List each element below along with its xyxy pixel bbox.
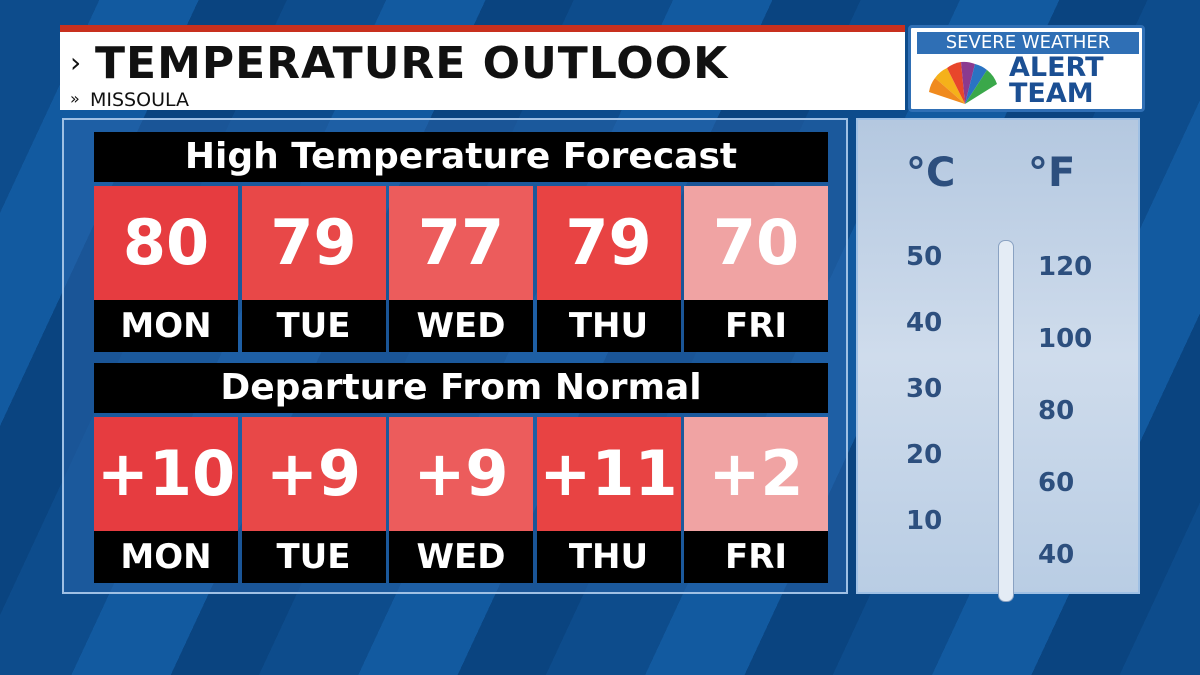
day-label: THU xyxy=(536,300,681,352)
value-cell: 80 xyxy=(94,186,238,300)
day-label: MON xyxy=(94,300,238,352)
fahrenheit-unit: °F xyxy=(1028,150,1076,196)
value-cell: +2 xyxy=(684,417,828,531)
logo-line: ALERT xyxy=(1009,52,1104,83)
value-cell: +10 xyxy=(94,417,238,531)
peacock xyxy=(929,61,997,104)
day-label: THU xyxy=(536,531,681,583)
celsius-label: 40 xyxy=(906,308,943,338)
table-title: High Temperature Forecast xyxy=(94,132,828,182)
logo-line: SEVERE WEATHER xyxy=(917,32,1139,54)
fahrenheit-label: 80 xyxy=(1038,396,1075,426)
day-label: FRI xyxy=(684,531,828,583)
chevron: » xyxy=(70,89,80,108)
thermometer-panel: 50 40 30 20 10 120 100 80 60 40 °C °F xyxy=(856,118,1140,602)
value-cell: +11 xyxy=(536,417,681,531)
value-cell: 79 xyxy=(241,186,386,300)
logo-line: TEAM xyxy=(1009,78,1094,109)
celsius-label: 20 xyxy=(906,440,943,470)
celsius-label: 10 xyxy=(906,506,943,536)
day-label: TUE xyxy=(241,531,386,583)
fahrenheit-label: 60 xyxy=(1038,468,1075,498)
value-cell: 70 xyxy=(684,186,828,300)
header: › TEMPERATURE OUTLOOK » MISSOULA xyxy=(60,25,905,111)
value-cell: 77 xyxy=(389,186,533,300)
value-cell: 79 xyxy=(536,186,681,300)
celsius-label: 50 xyxy=(906,242,943,272)
thermometer-tube xyxy=(998,240,1014,602)
day-label: FRI xyxy=(684,300,828,352)
fahrenheit-label: 100 xyxy=(1038,324,1093,354)
fahrenheit-label: 120 xyxy=(1038,252,1093,282)
table-title: Departure From Normal xyxy=(94,363,828,413)
day-label: WED xyxy=(389,300,533,352)
day-label: MON xyxy=(94,531,238,583)
celsius-label: 30 xyxy=(906,374,943,404)
value-cell: +9 xyxy=(389,417,533,531)
logo: SEVERE WEATHER ALERT TEAM xyxy=(908,25,1145,112)
chevron: › xyxy=(70,46,82,79)
day-label: WED xyxy=(389,531,533,583)
value-cell: +9 xyxy=(241,417,386,531)
celsius-unit: °C xyxy=(906,150,956,196)
subtitle: MISSOULA xyxy=(90,89,189,111)
day-label: TUE xyxy=(241,300,386,352)
fahrenheit-label: 40 xyxy=(1038,540,1075,570)
title: TEMPERATURE OUTLOOK xyxy=(95,38,729,89)
